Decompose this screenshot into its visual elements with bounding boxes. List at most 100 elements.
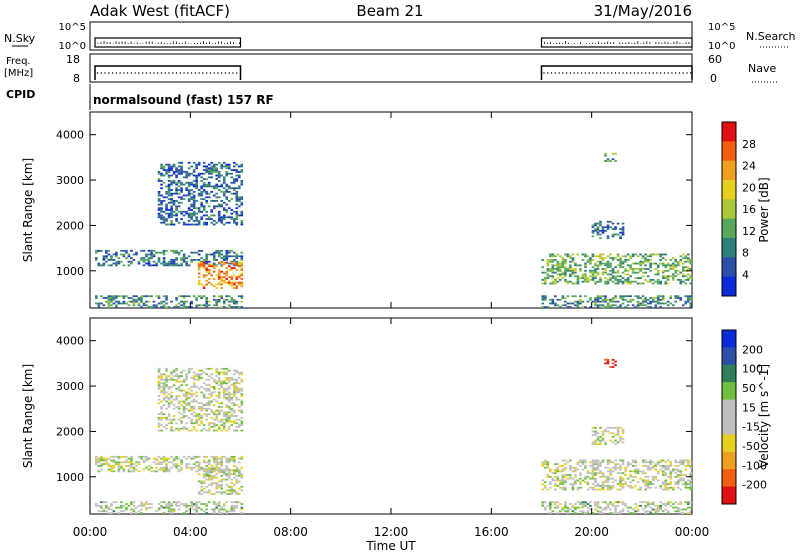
scatter-cell [202, 165, 206, 168]
scatter-cell [190, 259, 193, 261]
scatter-cell [95, 297, 98, 299]
scatter-cell [581, 468, 585, 471]
scatter-cell [541, 463, 545, 465]
scatter-cell [601, 304, 605, 307]
scatter-cell [185, 407, 188, 410]
scatter-cell [222, 255, 226, 258]
scatter-cell [669, 483, 673, 485]
scatter-cell [170, 395, 173, 397]
scatter-cell [237, 398, 241, 401]
scatter-cell [579, 268, 582, 270]
y-tick-label: 3000 [56, 174, 84, 187]
scatter-cell [200, 493, 203, 495]
scatter-cell [167, 189, 171, 191]
scatter-cell [205, 270, 208, 273]
scatter-cell [619, 466, 622, 469]
scatter-cell [200, 391, 203, 394]
scatter-cell [556, 466, 560, 469]
scatter-cell [596, 260, 600, 263]
nave-dot [611, 72, 613, 74]
scatter-cell [240, 420, 244, 423]
scatter-cell [232, 415, 236, 417]
scatter-cell [205, 304, 208, 307]
scatter-cell [217, 457, 221, 460]
scatter-cell [569, 306, 572, 308]
scatter-cell [584, 253, 587, 256]
scatter-cell [237, 283, 241, 286]
scatter-cell [609, 300, 612, 303]
scatter-cell [549, 282, 552, 285]
scatter-cell [564, 474, 567, 476]
scatter-cell [235, 398, 239, 401]
colorbar-swatch [722, 382, 736, 401]
scatter-cell [616, 432, 620, 435]
scatter-cell [225, 251, 229, 254]
scatter-cell [172, 465, 176, 467]
scatter-cell [227, 391, 231, 394]
scatter-cell [591, 426, 595, 429]
scatter-cell [609, 298, 612, 301]
scatter-cell [669, 268, 673, 270]
scatter-cell [162, 306, 166, 308]
scatter-cell [576, 306, 580, 308]
scatter-cell [681, 512, 685, 514]
scatter-cell [564, 259, 567, 261]
scatter-cell [120, 295, 123, 298]
scatter-cell [175, 205, 178, 208]
time-tick-label: 20:00 [574, 525, 609, 539]
scatter-cell [594, 479, 597, 482]
time-tick-label: 08:00 [273, 525, 308, 539]
scatter-cell [222, 391, 226, 394]
scatter-cell [205, 473, 208, 475]
scatter-cell [619, 483, 622, 485]
scatter-cell [137, 260, 141, 263]
scatter-cell [162, 221, 166, 224]
scatter-cell [641, 461, 645, 464]
scatter-cell [175, 427, 178, 430]
scatter-cell [232, 180, 236, 182]
scatter-cell [165, 185, 168, 188]
scatter-cell [187, 409, 191, 412]
scatter-cell [616, 275, 620, 278]
scatter-cell [686, 268, 690, 270]
scatter-cell [586, 512, 590, 514]
scatter-cell [195, 512, 198, 514]
scatter-cell [195, 378, 198, 381]
scatter-cell [237, 263, 241, 266]
scatter-cell [202, 476, 206, 479]
scatter-cell [237, 409, 241, 412]
scatter-cell [554, 271, 557, 274]
scatter-cell [571, 269, 575, 272]
scatter-cell [611, 470, 615, 473]
scatter-cell [596, 468, 600, 471]
scatter-cell [232, 395, 236, 397]
scatter-cell [679, 474, 683, 476]
scatter-cell [686, 463, 690, 465]
scatter-cell [676, 278, 680, 281]
scatter-cell [656, 297, 660, 299]
scatter-cell [97, 461, 101, 464]
scatter-cell [561, 304, 565, 307]
scatter-cell [185, 170, 188, 173]
scatter-cell [232, 404, 236, 407]
scatter-cell [127, 470, 131, 473]
scatter-cell [666, 466, 670, 469]
nsky-bottom-tick: 10^0 [59, 41, 86, 52]
scatter-cell [210, 376, 213, 379]
scatter-cell [589, 504, 592, 507]
scatter-cell [222, 393, 226, 396]
scatter-cell [684, 481, 688, 484]
nave-dot [205, 72, 208, 74]
scatter-cell [195, 373, 198, 376]
scatter-cell [187, 508, 191, 511]
scatter-cell [232, 274, 236, 277]
scatter-cell [230, 285, 234, 288]
scatter-cell [187, 396, 191, 399]
scatter-cell [609, 461, 612, 464]
scatter-cell [207, 400, 211, 403]
colorbar-swatch [722, 399, 736, 418]
scatter-cell [235, 207, 239, 210]
scatter-cell [579, 483, 582, 485]
scatter-cell [182, 210, 186, 213]
scatter-cell [102, 259, 106, 261]
